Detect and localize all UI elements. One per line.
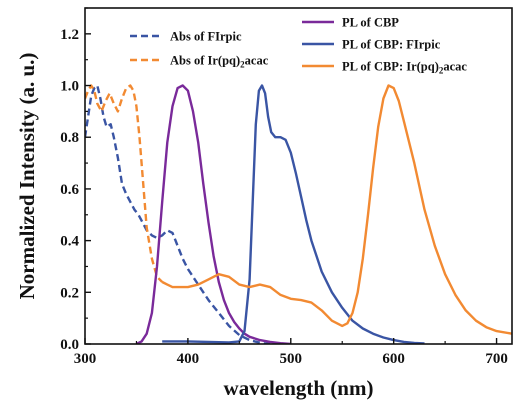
plot-frame (84, 7, 513, 345)
y-tick-label: 0.6 (60, 182, 79, 198)
y-tick-label: 0.4 (60, 234, 79, 250)
x-tick-label: 300 (74, 351, 97, 367)
series-line-3 (135, 84, 291, 344)
x-tick-label: 700 (485, 351, 508, 367)
legend-label-right-1: PL of CBP (342, 16, 399, 30)
x-tick-label: 400 (177, 351, 200, 367)
legend-label-left-1: Abs of FIrpic (170, 30, 242, 44)
y-tick-label: 1.2 (60, 27, 79, 43)
y-tick-label: 0.0 (60, 337, 79, 353)
legend-label-right-2: PL of CBP: FIrpic (342, 38, 441, 52)
series-layer (85, 84, 512, 344)
y-tick-label: 1.0 (60, 79, 79, 95)
ticks-layer: 300 400 500 600 700 0.0 0.2 0.4 0.6 0.8 1.0 1.2 (60, 7, 508, 367)
x-tick-label: 600 (382, 351, 405, 367)
legend-label-right-3: PL of CBP: Ir(pq)2acac (342, 60, 467, 76)
series-line-4 (162, 84, 425, 344)
y-axis-title: Normalized Intensity (a. u.) (15, 53, 39, 300)
legend: Abs of FIrpic Abs of Ir(pq)2acac PL of CBP… (130, 16, 467, 76)
y-tick-label: 0.8 (60, 130, 79, 146)
y-tick-label: 0.2 (60, 285, 79, 301)
x-tick-label: 500 (280, 351, 303, 367)
legend-label-left-2: Abs of Ir(pq)2acac (170, 54, 269, 70)
series-line-5 (161, 84, 512, 335)
x-axis-title: wavelength (nm) (224, 376, 374, 400)
series-line-2 (85, 84, 164, 283)
